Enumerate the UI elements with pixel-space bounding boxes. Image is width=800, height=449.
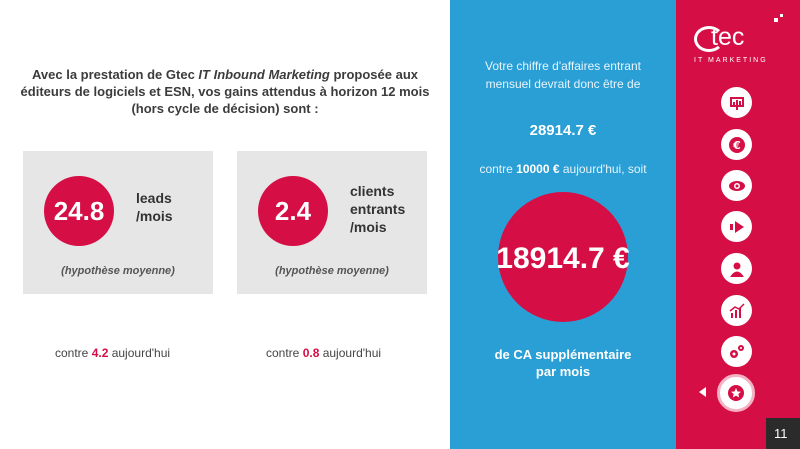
user-icon[interactable] [721, 253, 752, 284]
revenue-panel: Votre chiffre d'affaires entrant mensuel… [450, 0, 676, 449]
logo-dot [780, 14, 783, 17]
clients-value: 2.4 [258, 176, 328, 246]
logo-wordmark: tec [711, 23, 745, 51]
chart-icon[interactable] [721, 295, 752, 326]
left-panel: Avec la prestation de Gtec IT Inbound Ma… [20, 67, 430, 360]
intro-text: Avec la prestation de Gtec IT Inbound Ma… [20, 67, 430, 116]
logo-subtitle: IT MARKETING [694, 57, 768, 64]
gears-icon[interactable] [721, 336, 752, 367]
page-number: 11 [766, 418, 800, 449]
revenue-extra: 18914.7 € [496, 242, 630, 275]
leads-comparison: contre 4.2 aujourd'hui [55, 346, 171, 360]
logo-dot [774, 18, 778, 22]
revenue-circle [498, 192, 628, 322]
leads-value: 24.8 [44, 176, 114, 246]
clients-label: clients entrants /mois [350, 183, 406, 235]
leads-hypothesis: (hypothèse moyenne) [61, 265, 175, 277]
clients-hypothesis: (hypothèse moyenne) [275, 265, 389, 277]
revenue-intro: Votre chiffre d'affaires entrant mensuel… [485, 59, 641, 91]
arrow-icon[interactable] [721, 211, 752, 242]
nav-sidebar: tec IT MARKETING € [676, 0, 800, 449]
logo-g-mark [694, 26, 724, 52]
presentation-icon[interactable] [721, 87, 752, 118]
euro-icon[interactable]: € [721, 129, 752, 160]
leads-card: 24.8 leads /mois (hypothèse moyenne) [23, 151, 213, 294]
svg-text:€: € [732, 139, 741, 152]
clients-card: 2.4 clients entrants /mois (hypothèse mo… [237, 151, 427, 294]
revenue-current: contre 10000 € aujourd'hui, soit [479, 162, 647, 176]
star-icon[interactable] [717, 374, 755, 412]
revenue-monthly: 28914.7 € [529, 122, 597, 139]
page-number-text: 11 [774, 426, 788, 441]
clients-comparison: contre 0.8 aujourd'hui [266, 346, 382, 360]
active-indicator-icon [699, 387, 706, 397]
eye-icon[interactable] [721, 170, 752, 201]
gtec-logo: tec IT MARKETING [694, 14, 790, 70]
leads-label: leads /mois [136, 190, 173, 224]
revenue-footer: de CA supplémentaire par mois [494, 347, 632, 379]
